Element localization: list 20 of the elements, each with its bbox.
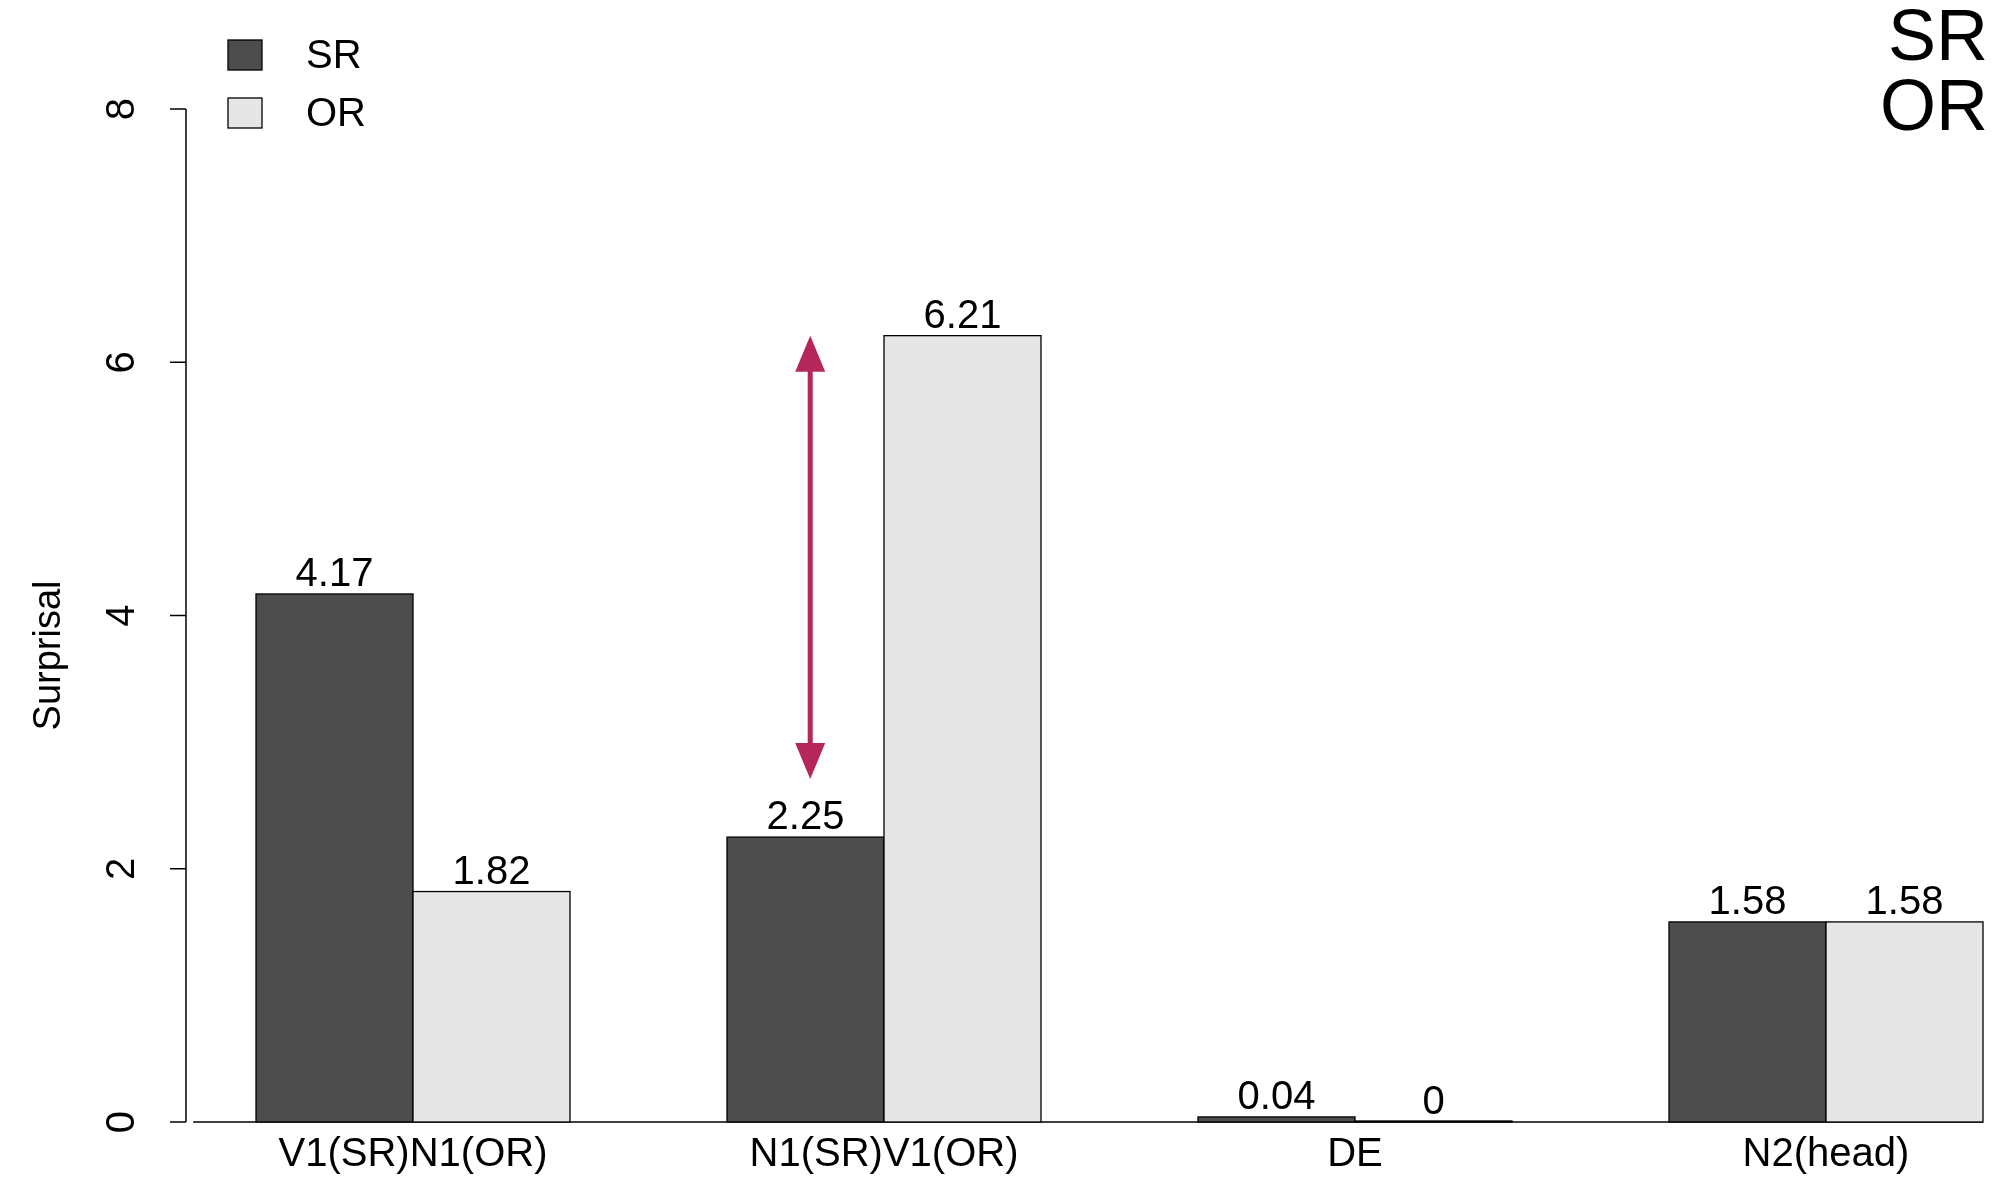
y-tick-label: 6 [98, 351, 142, 374]
legend-label: OR [306, 90, 366, 134]
x-tick-label: DE [1327, 1130, 1383, 1174]
y-tick-label: 2 [98, 857, 142, 880]
data-label: 0 [1422, 1078, 1445, 1122]
y-axis-title: Surprisal [26, 580, 68, 731]
data-label: 6.21 [923, 291, 1002, 336]
data-label: 1.58 [1708, 877, 1787, 922]
x-tick-label: N1(SR)V1(OR) [749, 1130, 1019, 1174]
data-label: 1.82 [452, 847, 531, 892]
data-label: 2.25 [766, 793, 845, 838]
y-tick-label: 0 [98, 1110, 142, 1134]
y-tick-label: 4 [98, 604, 142, 627]
data-label: 1.58 [1865, 877, 1944, 922]
legend-label: SR [306, 32, 362, 76]
y-tick-label: 8 [98, 97, 142, 121]
data-label: 0.04 [1237, 1072, 1316, 1117]
x-tick-label: V1(SR)N1(OR) [278, 1130, 548, 1174]
x-tick-label: N2(head) [1742, 1130, 1910, 1174]
data-label: 4.17 [295, 549, 374, 594]
